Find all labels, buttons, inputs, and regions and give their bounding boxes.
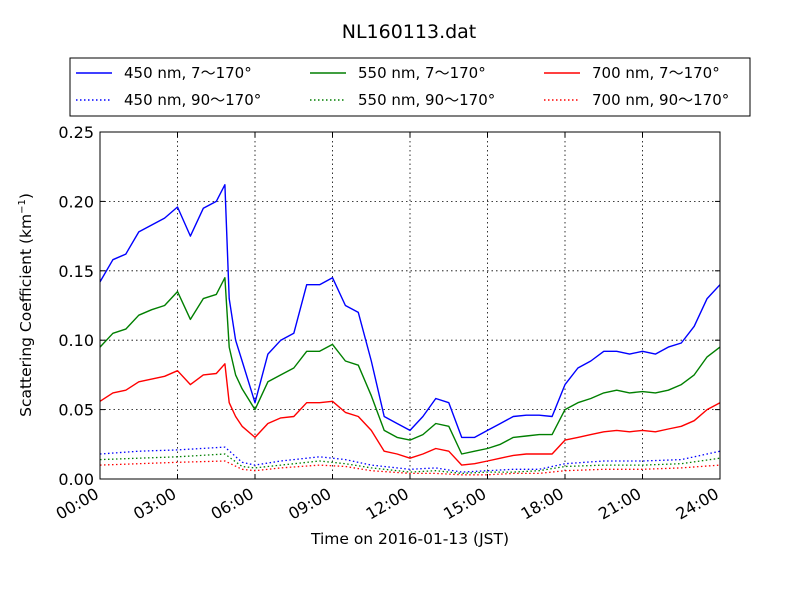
legend-label-3: 700 nm, 7～170° <box>592 64 720 82</box>
series-lines <box>99 183 721 476</box>
legend-label-2: 550 nm, 7～170° <box>358 64 486 82</box>
y-axis-label-close: ) <box>17 193 35 199</box>
legend-label-1: 450 nm, 7～170° <box>124 64 252 82</box>
y-axis-label: Scattering Coefficient (km−1) <box>17 193 35 417</box>
y-tick-label: 0.25 <box>58 123 94 142</box>
legend-label-4: 450 nm, 90～170° <box>124 91 261 109</box>
y-axis-label-main: Scattering Coefficient (km <box>17 214 35 417</box>
series-line-5 <box>99 453 721 475</box>
y-tick-label: 0.00 <box>58 470 94 489</box>
chart-title: NL160113.dat <box>342 21 477 43</box>
series-line-4 <box>99 446 721 473</box>
grid <box>100 132 720 479</box>
x-axis-label: Time on 2016-01-13 (JST) <box>310 530 509 548</box>
legend <box>69 57 751 117</box>
y-tick-label: 0.10 <box>58 331 94 350</box>
y-tick-label: 0.05 <box>58 401 94 420</box>
series-line-1 <box>99 183 721 439</box>
legend-label-6: 700 nm, 90～170° <box>592 91 729 109</box>
legend-label-5: 550 nm, 90～170° <box>358 91 495 109</box>
series-line-2 <box>99 277 721 455</box>
series-line-6 <box>99 460 721 476</box>
y-tick-label: 0.15 <box>58 262 94 281</box>
legend-entries: 450 nm, 7～170° 550 nm, 7～170° 700 nm, 7～17… <box>76 64 729 109</box>
y-tick-label: 0.20 <box>58 192 94 211</box>
y-axis-label-exponent: −1 <box>17 199 28 214</box>
series-line-3 <box>99 363 721 466</box>
